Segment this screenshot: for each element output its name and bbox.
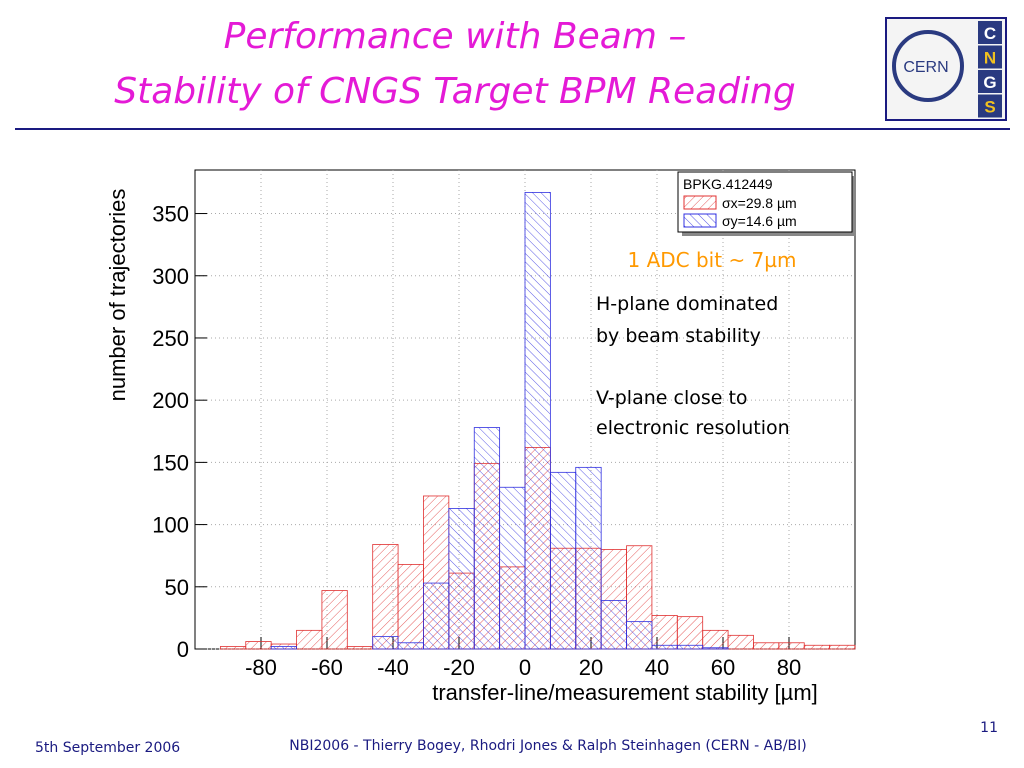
histogram-bar	[702, 647, 729, 650]
logo-letter: C	[984, 24, 996, 43]
histogram-bar	[651, 615, 678, 650]
annotation: H-plane dominated	[596, 293, 778, 315]
legend-swatch	[683, 195, 717, 210]
annotation: by beam stability	[596, 325, 761, 347]
histogram-bar	[499, 486, 526, 650]
legend-label: σy=14.6 µm	[722, 213, 797, 229]
x-tick-label: 20	[579, 655, 603, 680]
histogram-bar	[524, 191, 551, 650]
histogram-bar	[372, 636, 399, 650]
histogram-bar	[219, 646, 247, 650]
legend: BPKG.412449 σx=29.8 µm σy=14.6 µm	[677, 171, 856, 236]
histogram-bar	[473, 427, 501, 650]
logo-box	[978, 21, 1002, 44]
histogram-bar	[676, 616, 704, 650]
x-tick-label: -80	[245, 655, 277, 680]
histogram-bar	[727, 634, 754, 650]
logo-box	[978, 94, 1002, 118]
logo-text: CERN	[903, 59, 948, 76]
x-tick-label: -20	[443, 655, 475, 680]
y-tick-label: 100	[152, 513, 189, 538]
annotation: electronic resolution	[596, 417, 790, 439]
y-axis-title: number of trajectories	[105, 189, 130, 402]
histogram-bar	[423, 582, 450, 650]
logo-letter: N	[984, 49, 996, 68]
histogram-bar	[270, 646, 297, 650]
histogram-bar	[448, 508, 475, 650]
x-tick-label: 60	[711, 655, 735, 680]
annotation: V-plane close to	[596, 387, 748, 409]
x-tick-label: 40	[645, 655, 669, 680]
histogram-bar	[803, 644, 831, 650]
histogram-bar	[397, 642, 424, 650]
histogram-bar	[676, 644, 704, 650]
logo-box	[978, 70, 1002, 93]
histogram-bar	[549, 471, 577, 650]
histogram-bar	[397, 563, 424, 650]
x-tick-label: -40	[377, 655, 409, 680]
footer-credits: NBI2006 - Thierry Bogey, Rhodri Jones & …	[289, 738, 806, 754]
x-tick-label: 0	[519, 655, 531, 680]
x-axis-title: transfer-line/measurement stability [µm]	[432, 680, 818, 705]
histogram-bar	[321, 590, 348, 650]
logo: CERN CNGS	[885, 17, 1007, 121]
histogram-bar	[651, 644, 678, 650]
logo-letter: S	[984, 98, 995, 117]
page-number: 11	[980, 720, 998, 736]
y-tick-label: 200	[152, 388, 189, 413]
logo-box	[978, 45, 1002, 69]
y-tick-label: 50	[165, 575, 189, 600]
slide-title: Performance with Beam –	[224, 16, 687, 57]
histogram-bar	[626, 621, 653, 650]
legend-title: BPKG.412449	[683, 176, 773, 192]
histogram-bar	[245, 641, 272, 650]
histogram-bar	[372, 544, 399, 650]
histogram-bar	[346, 646, 374, 650]
legend-label: σx=29.8 µm	[722, 195, 797, 211]
histogram-bar	[778, 642, 805, 650]
x-tick-label: -60	[311, 655, 343, 680]
y-tick-label: 300	[152, 264, 189, 289]
y-tick-label: 250	[152, 326, 189, 351]
histogram-bar	[702, 629, 729, 650]
histogram-bar	[600, 600, 627, 650]
histogram-bar	[829, 644, 856, 650]
y-tick-label: 0	[177, 637, 189, 662]
logo-letter: G	[983, 73, 996, 92]
y-tick-label: 150	[152, 450, 189, 475]
histogram-bar	[753, 642, 780, 650]
histogram-bar	[575, 466, 602, 650]
legend-swatch	[683, 213, 717, 228]
y-tick-label: 350	[152, 202, 189, 227]
histogram-bar	[296, 629, 323, 650]
slide-title: Stability of CNGS Target BPM Reading	[114, 71, 795, 112]
x-tick-label: 80	[777, 655, 801, 680]
annotation: 1 ADC bit ~ 7µm	[628, 248, 797, 272]
footer-date: 5th September 2006	[35, 740, 180, 756]
